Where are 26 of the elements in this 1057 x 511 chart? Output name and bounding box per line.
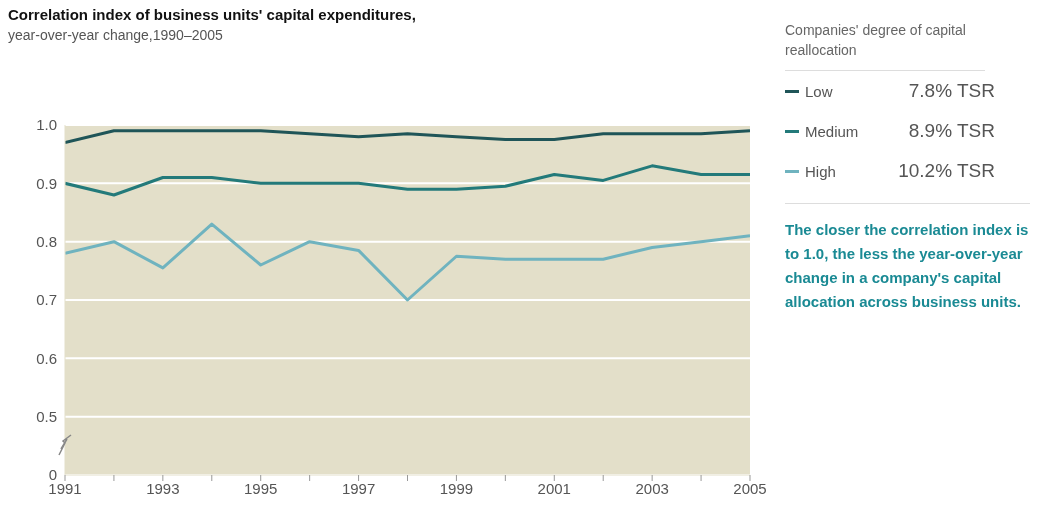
text: 7.8% TSR: [907, 80, 995, 102]
x-tick-label: 2003: [635, 479, 669, 497]
y-tick-label: 0.9: [36, 174, 57, 192]
x-tick-label: 1995: [244, 479, 278, 497]
y-tick-label: 1.0: [36, 116, 57, 134]
y-tick-label: 0.8: [36, 232, 57, 250]
text: 8.9% TSR: [907, 120, 995, 142]
legend-label: Medium: [805, 122, 860, 140]
line-series: [65, 222, 750, 302]
x-tick-label: 2005: [733, 479, 767, 497]
y-tick-label: 0.7: [36, 291, 57, 309]
legend-label: High: [805, 162, 837, 180]
text: 10.2% TSR: [897, 160, 995, 182]
line-series: [65, 164, 750, 197]
x-tick-label: 1993: [146, 479, 180, 497]
legend-title: Companies' degree of capital reallocation: [785, 20, 985, 71]
line-series: [65, 129, 750, 144]
text: The closer the correlation index is to 1.0, the less the year-over-year change in a company's capital allocation across business units.: [785, 220, 1030, 312]
x-tick-label: 2001: [537, 479, 571, 497]
legend-label: Low: [805, 82, 834, 100]
x-tick-label: 1999: [439, 479, 474, 497]
chart-title: Correlation index of business units' capital expenditures,: [8, 6, 416, 23]
y-tick-label: 0.6: [36, 349, 57, 367]
y-tick-label: 0.5: [36, 407, 57, 425]
x-tick-label: 1997: [341, 479, 376, 497]
chart-subtitle: year-over-year change,1990–2005: [8, 27, 224, 43]
